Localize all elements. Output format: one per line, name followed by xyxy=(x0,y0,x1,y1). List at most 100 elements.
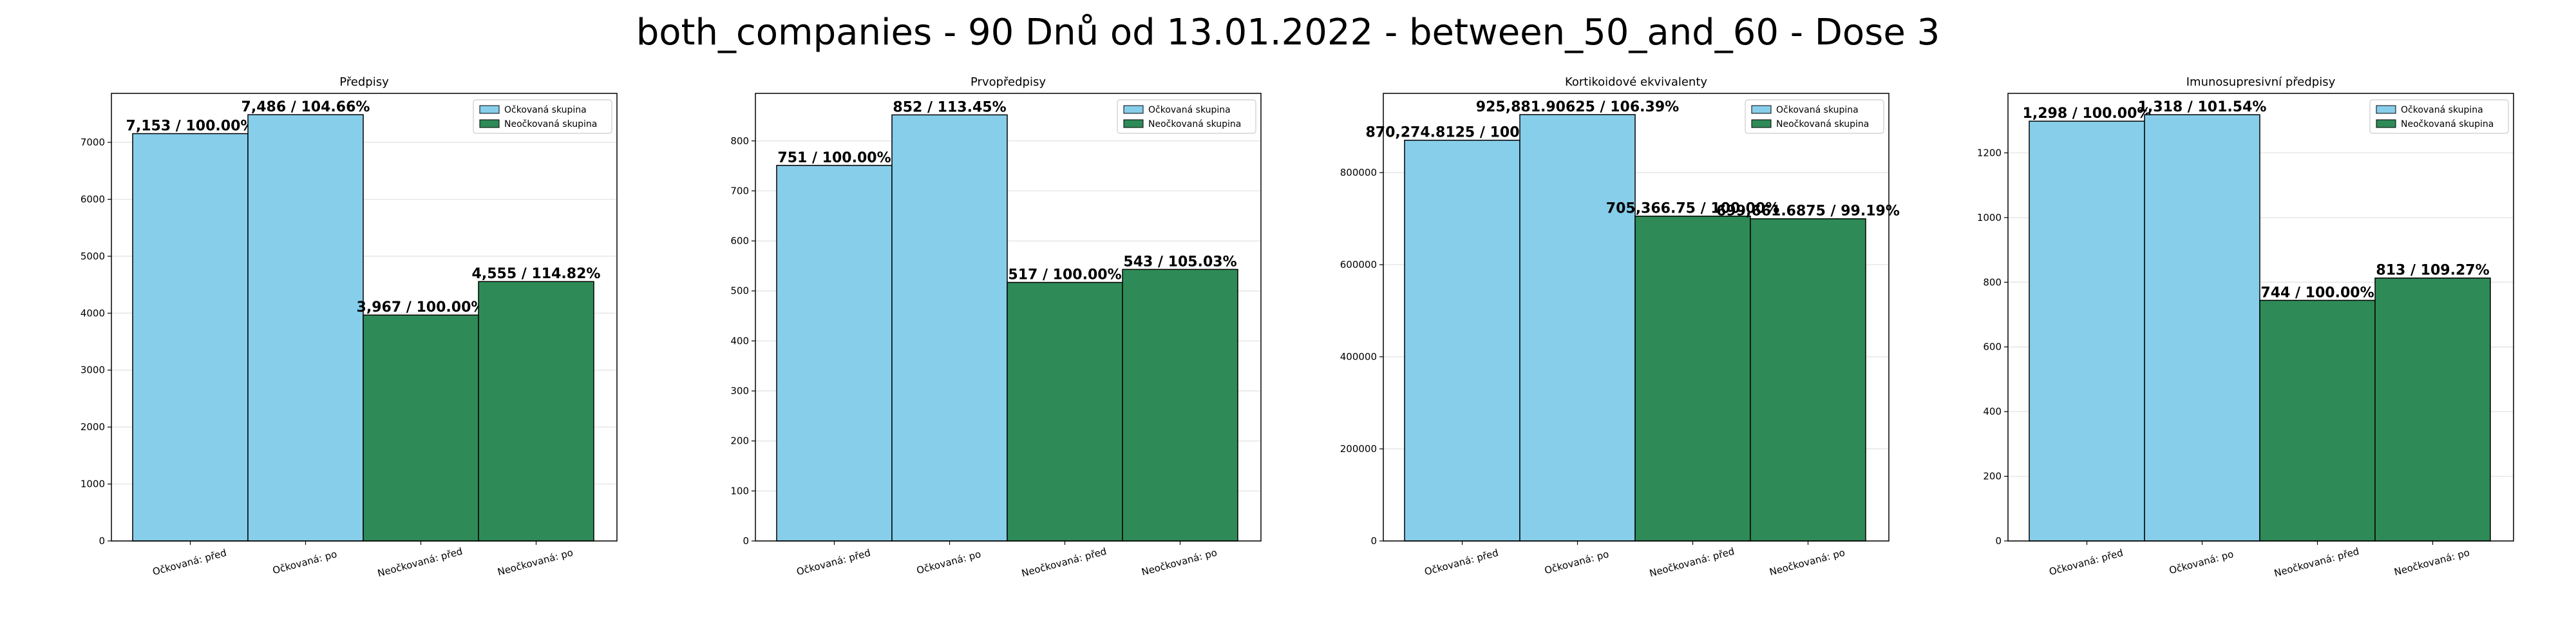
legend-box xyxy=(2369,99,2509,134)
y-tick-label: 800 xyxy=(730,135,749,147)
legend-swatch xyxy=(2376,119,2396,128)
bar-4 xyxy=(1750,218,1866,542)
legend: Očkovaná skupina Neočkovaná skupina xyxy=(1745,99,1884,134)
y-tick-label: 600 xyxy=(730,235,749,247)
legend-label: Očkovaná skupina xyxy=(2401,105,2483,115)
legend: Očkovaná skupina Neočkovaná skupina xyxy=(473,99,612,134)
legend-label: Neočkovaná skupina xyxy=(504,119,597,129)
legend-label: Neočkovaná skupina xyxy=(2401,119,2494,129)
chart-title: Kortikoidové ekvivalenty xyxy=(1565,75,1707,89)
x-tick-label: Neočkovaná: po xyxy=(1768,547,1846,578)
x-tick-label: Očkovaná: po xyxy=(271,548,338,576)
x-tick-label: Neočkovaná: po xyxy=(2393,547,2471,578)
x-tick-label: Neočkovaná: po xyxy=(497,547,574,578)
y-tick-label: 3000 xyxy=(80,365,105,376)
y-tick-label: 0 xyxy=(1995,535,2002,547)
legend-swatch xyxy=(1751,105,1772,114)
bar-3 xyxy=(1634,215,1751,542)
x-tick-label: Očkovaná: po xyxy=(2168,548,2235,576)
x-tick-label: Očkovaná: před xyxy=(2048,547,2125,578)
legend-label: Očkovaná skupina xyxy=(1776,105,1859,115)
y-tick-label: 800000 xyxy=(1340,167,1377,178)
bar-value-label: 1,318 / 101.54% xyxy=(2138,99,2267,115)
bar-2 xyxy=(1519,114,1636,542)
y-tick-label: 1200 xyxy=(1977,147,2002,158)
bar-value-label: 1,298 / 100.00% xyxy=(2023,106,2152,122)
legend-label: Neočkovaná skupina xyxy=(1148,119,1241,129)
x-tick-label: Neočkovaná: před xyxy=(1020,545,1108,580)
bar-value-label: 517 / 100.00% xyxy=(1008,267,1121,283)
plot-frame xyxy=(1383,93,1889,542)
x-tick-label: Očkovaná: před xyxy=(151,547,228,578)
legend-box xyxy=(1745,99,1884,134)
bar-1 xyxy=(2029,120,2145,542)
bar-value-label: 699,661.6875 / 99.19% xyxy=(1716,204,1900,220)
bar-value-label: 751 / 100.00% xyxy=(777,150,891,166)
legend: Očkovaná skupina Neočkovaná skupina xyxy=(2369,99,2509,134)
bar-3 xyxy=(363,314,479,542)
bar-value-label: 7,153 / 100.00% xyxy=(126,118,255,135)
bar-value-label: 705,366.75 / 100.00% xyxy=(1606,201,1779,217)
x-tick-label: Očkovaná: po xyxy=(915,548,982,576)
plot-frame xyxy=(2007,93,2514,542)
bar-2 xyxy=(2144,114,2260,542)
bar-3 xyxy=(1007,281,1123,542)
bar-value-label: 852 / 113.45% xyxy=(893,99,1006,115)
bar-3 xyxy=(2259,299,2376,542)
x-tick-label: Neočkovaná: po xyxy=(1141,547,1218,578)
chart-panel-4: Imunosupresivní předpisy 1,298 / 100.00% O… xyxy=(1977,75,2514,579)
y-tick-label: 4000 xyxy=(80,307,105,319)
y-tick-label: 400 xyxy=(730,335,749,346)
legend-box xyxy=(1117,99,1256,134)
bar-1 xyxy=(776,165,893,542)
legend-box xyxy=(473,99,612,134)
y-tick-label: 0 xyxy=(1370,535,1377,547)
bar-value-label: 744 / 100.00% xyxy=(2260,285,2374,301)
bar-4 xyxy=(1122,269,1238,542)
y-tick-label: 300 xyxy=(730,385,749,397)
plot-frame xyxy=(755,93,1262,542)
y-tick-label: 1000 xyxy=(1977,212,2002,223)
legend-swatch xyxy=(1123,105,1144,114)
chart-title: Imunosupresivní předpisy xyxy=(2186,75,2336,89)
y-tick-label: 600 xyxy=(1983,341,2002,353)
legend-swatch xyxy=(479,119,500,128)
chart-panel-2: Prvopředpisy 751 / 100.00% Očkovaná: před 8… xyxy=(730,75,1262,580)
y-tick-label: 0 xyxy=(743,535,749,547)
bar-4 xyxy=(478,281,594,542)
legend-swatch xyxy=(1751,119,1772,128)
x-tick-label: Neočkovaná: před xyxy=(376,545,464,580)
bar-2 xyxy=(891,114,1008,542)
legend-swatch xyxy=(1123,119,1144,128)
plot-frame xyxy=(111,93,618,542)
x-tick-label: Neočkovaná: před xyxy=(2273,545,2360,580)
y-tick-label: 600000 xyxy=(1340,259,1377,270)
bar-value-label: 7,486 / 104.66% xyxy=(242,99,370,115)
y-tick-label: 6000 xyxy=(80,193,105,205)
y-tick-label: 100 xyxy=(730,485,749,497)
legend-label: Neočkovaná skupina xyxy=(1776,119,1869,129)
bar-value-label: 4,555 / 114.82% xyxy=(472,266,601,282)
y-tick-label: 0 xyxy=(99,535,105,547)
x-tick-label: Očkovaná: před xyxy=(1423,547,1500,578)
y-tick-label: 5000 xyxy=(80,251,105,262)
x-tick-label: Očkovaná: před xyxy=(795,547,872,578)
legend-label: Očkovaná skupina xyxy=(1148,105,1231,115)
y-tick-label: 400000 xyxy=(1340,351,1377,363)
y-tick-label: 400 xyxy=(1983,406,2002,417)
bar-value-label: 813 / 109.27% xyxy=(2376,263,2489,279)
x-tick-label: Neočkovaná: před xyxy=(1648,545,1736,580)
y-tick-label: 800 xyxy=(1983,276,2002,288)
y-tick-label: 700 xyxy=(730,185,749,196)
legend: Očkovaná skupina Neočkovaná skupina xyxy=(1117,99,1256,134)
bar-2 xyxy=(247,114,364,542)
y-tick-label: 200 xyxy=(1983,471,2002,482)
y-tick-label: 200 xyxy=(730,435,749,447)
bar-4 xyxy=(2374,277,2491,542)
bar-1 xyxy=(1404,139,1520,542)
x-tick-label: Očkovaná: po xyxy=(1543,548,1610,576)
figure-title: both_companies - 90 Dnů od 13.01.2022 - … xyxy=(636,12,1940,53)
legend-label: Očkovaná skupina xyxy=(504,105,587,115)
legend-swatch xyxy=(2376,105,2396,114)
